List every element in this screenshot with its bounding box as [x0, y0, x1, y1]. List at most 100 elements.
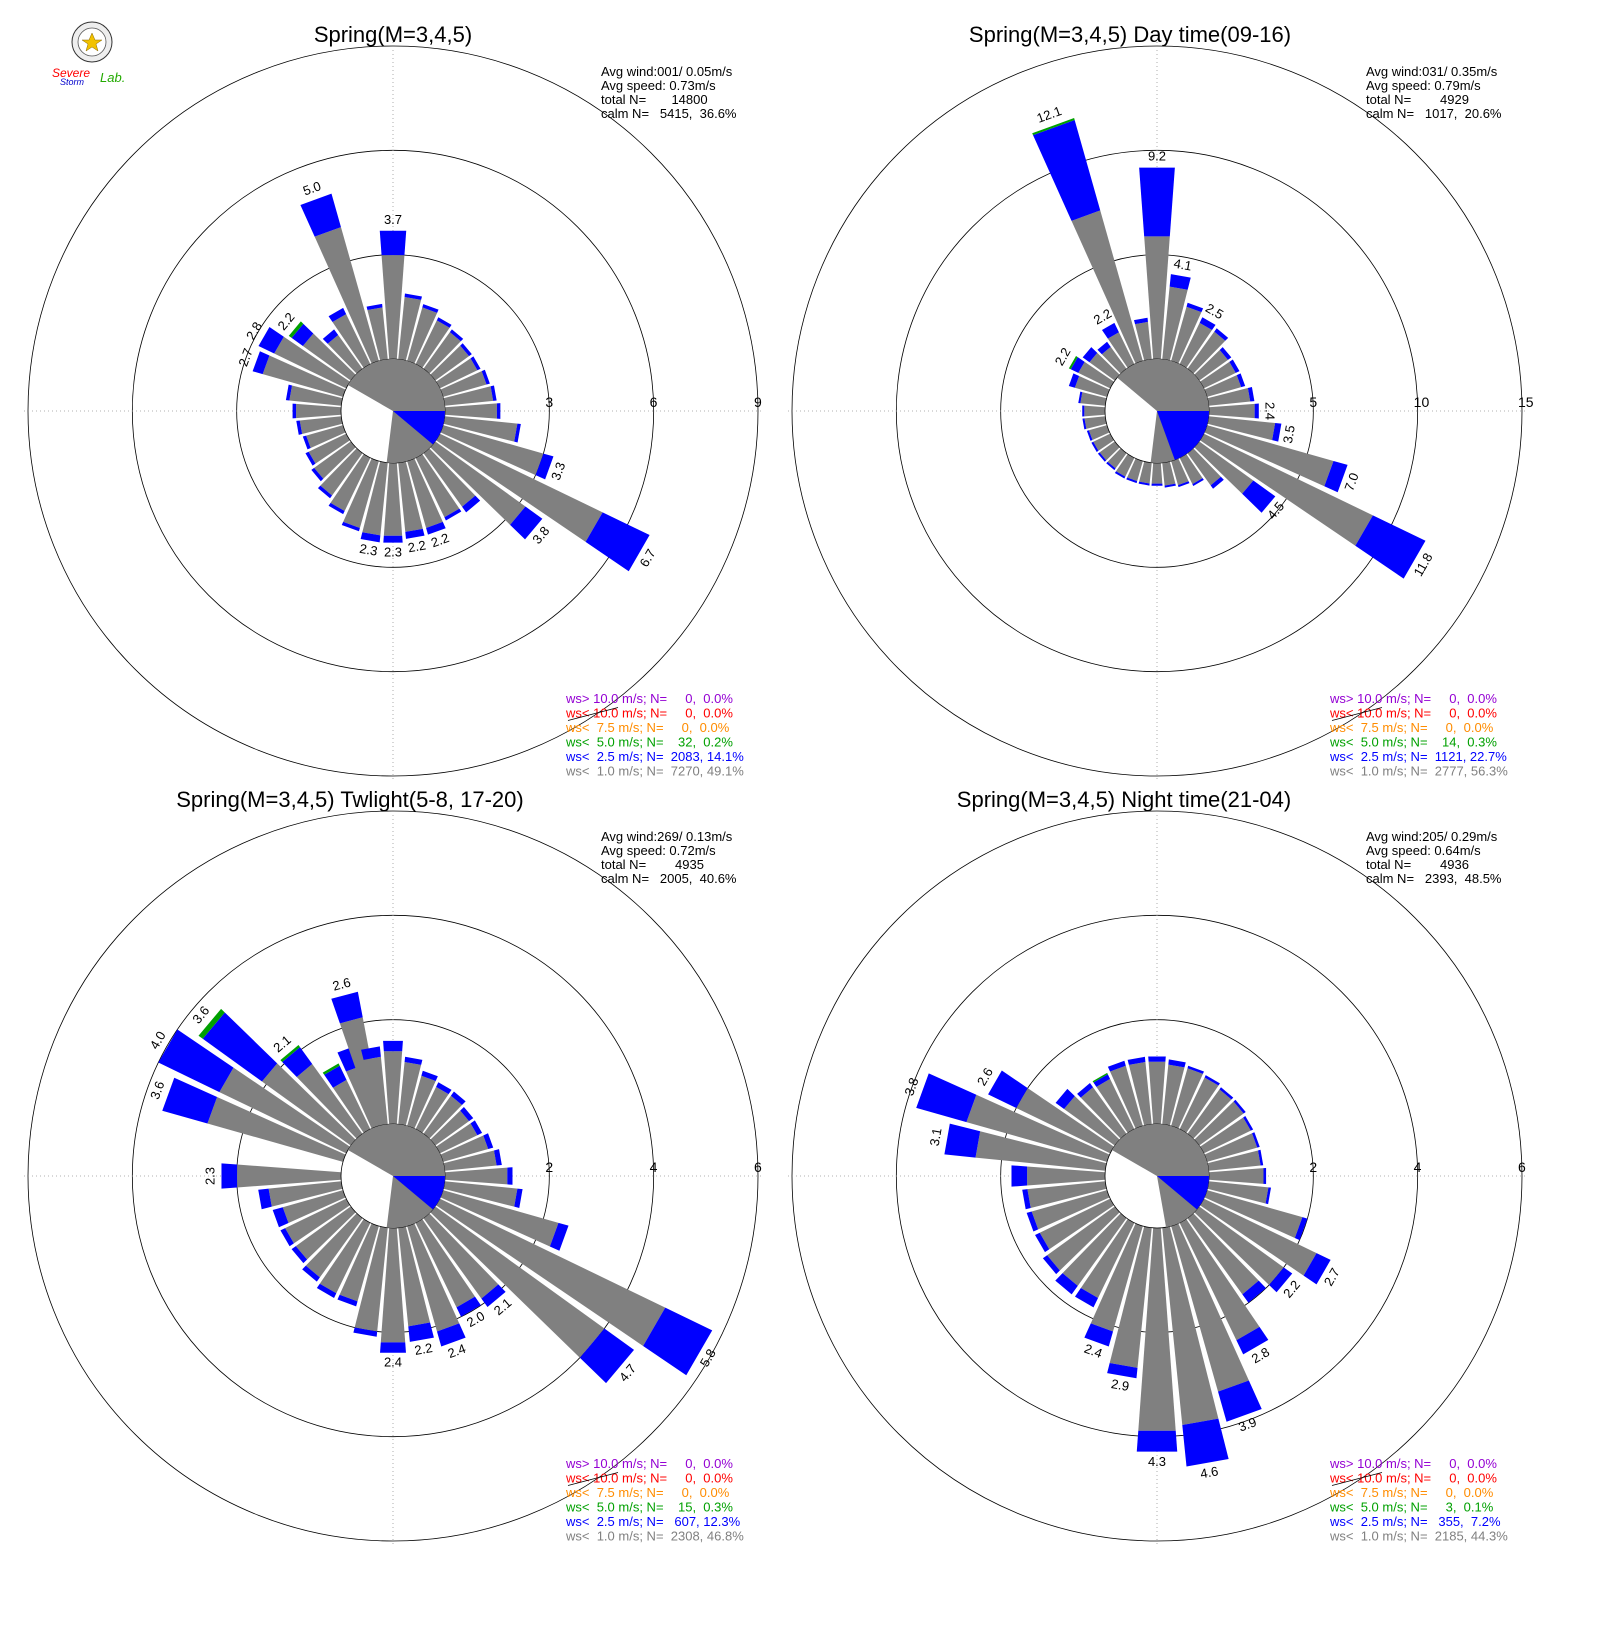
bar-dir-30	[415, 1082, 452, 1133]
bar-segment-lt1	[1200, 361, 1236, 389]
bar-segment-lt1	[1093, 433, 1114, 451]
bar-value-label: 4.6	[1199, 1463, 1219, 1481]
stats-line: calm N= 1017, 20.6%	[1366, 106, 1502, 121]
bar-segment-lt2-5	[535, 453, 554, 480]
legend-entry-ws_lt_10: ws< 10.0 m/s; N= 0, 0.0%	[1329, 1471, 1497, 1486]
bar-segment-lt1	[343, 458, 379, 528]
bar-segment-lt1	[975, 1131, 1107, 1171]
bar-segment-lt1	[308, 433, 350, 464]
bar-segment-lt2-5	[436, 1323, 466, 1347]
bar-segment-lt5	[1068, 355, 1078, 370]
bar-dir-220	[317, 448, 363, 499]
bar-segment-lt2-5	[1218, 1380, 1262, 1422]
bar-segment-lt2-5	[1091, 441, 1099, 452]
bar-segment-lt5	[1032, 118, 1075, 136]
bar-segment-lt2-5	[291, 1246, 308, 1264]
bar-segment-lt1	[440, 425, 544, 476]
legend-entry-ws_lt_1: ws< 1.0 m/s; N= 7270, 49.1%	[565, 764, 744, 779]
bar-segment-lt1	[1090, 1223, 1143, 1332]
bar-segment-lt1	[282, 1190, 346, 1223]
bar-segment-lt1	[1148, 1061, 1166, 1125]
bar-segment-lt2-5	[302, 435, 311, 450]
bar-segment-lt1	[407, 1223, 460, 1332]
bar-segment-lt2-5	[1148, 1056, 1166, 1062]
bar-dir-0: 3.7	[379, 212, 407, 360]
stats-line: Avg wind:031/ 0.35m/s	[1366, 64, 1498, 79]
bar-segment-lt1	[1135, 321, 1152, 361]
legend-strike-line	[567, 1472, 619, 1486]
bar-segment-lt2-5	[1272, 423, 1282, 442]
bar-dir-330	[1092, 1072, 1135, 1133]
bar-segment-lt1	[299, 416, 343, 434]
bar-dir-320	[1097, 341, 1127, 374]
stats-line: Avg speed: 0.64m/s	[1366, 843, 1481, 858]
bar-segment-lt1	[415, 1086, 449, 1133]
bar-segment-lt2-5	[1187, 1065, 1204, 1074]
bar-dir-180: 2.3	[383, 462, 403, 559]
bar-segment-lt1	[332, 1079, 371, 1133]
bar-dir-310	[1082, 347, 1120, 381]
bar-dir-260	[1022, 1181, 1107, 1210]
bar-segment-lt1	[354, 1226, 388, 1332]
legend-entry-ws_gt_10: ws> 10.0 m/s; N= 0, 0.0%	[1329, 1456, 1497, 1471]
bar-segment-lt1	[398, 461, 423, 532]
bar-segment-lt2-5	[1055, 1088, 1075, 1109]
bar-dir-180	[1151, 462, 1163, 486]
bar-value-label: 9.2	[1148, 148, 1166, 163]
bar-segment-lt1	[1194, 1101, 1244, 1146]
bar-segment-lt1	[1027, 1181, 1107, 1208]
bar-segment-lt1	[1088, 425, 1110, 441]
bar-segment-lt1	[1089, 352, 1120, 381]
bar-dir-170: 2.2	[398, 1226, 434, 1358]
bar-value-label: 2.8	[243, 319, 265, 342]
bar-segment-lt2-5	[380, 1342, 406, 1353]
bar-segment-lt1	[1074, 375, 1110, 397]
bar-segment-lt1	[1128, 1061, 1152, 1126]
bar-segment-lt2-5	[383, 535, 403, 543]
ring-tick-label: 2	[545, 1159, 553, 1175]
bar-segment-lt1	[320, 448, 363, 496]
bar-dir-290	[1068, 373, 1110, 397]
bar-segment-lt1	[1080, 392, 1107, 406]
bar-segment-lt2-5	[1186, 302, 1204, 313]
bar-segment-lt1	[1187, 331, 1226, 374]
legend-entry-ws_lt_1: ws< 1.0 m/s; N= 2185, 44.3%	[1329, 1529, 1508, 1544]
bar-dir-10	[398, 293, 422, 361]
bar-dir-190: 2.9	[1107, 1226, 1152, 1394]
bar-segment-lt2-5	[1022, 1189, 1031, 1210]
bar-segment-lt1	[1078, 361, 1114, 389]
bar-segment-lt2-5	[1082, 347, 1098, 363]
bar-value-label: 2.2	[1052, 345, 1074, 368]
bar-segment-lt2-5	[436, 1082, 452, 1095]
bar-segment-lt2-5	[282, 1047, 313, 1078]
bar-dir-260	[1082, 416, 1107, 430]
bar-dir-250	[302, 425, 346, 450]
bar-dir-210	[328, 454, 371, 515]
bar-segment-lt2-5	[470, 1120, 483, 1136]
bar-dir-80	[443, 385, 497, 406]
stats-line: Avg wind:001/ 0.05m/s	[601, 64, 733, 79]
bar-dir-340	[1107, 1060, 1143, 1129]
bar-segment-lt2-5	[460, 343, 472, 357]
bar-segment-lt1	[1207, 416, 1276, 441]
bar-segment-lt2-5	[585, 512, 650, 572]
bar-dir-110: 7.0	[1204, 425, 1362, 493]
bar-segment-lt2-5	[162, 1077, 218, 1124]
bar-dir-50	[1194, 347, 1232, 381]
bar-dir-0	[383, 1040, 403, 1125]
bar-dir-240	[1091, 433, 1114, 452]
bar-segment-lt2-5	[481, 369, 490, 385]
bar-segment-lt2-5	[1093, 1074, 1111, 1087]
bar-segment-lt2-5	[444, 508, 462, 521]
bar-segment-lt2-5	[258, 327, 284, 354]
bar-segment-lt5	[280, 1044, 301, 1063]
bar-dir-240	[1035, 1198, 1114, 1253]
bar-segment-lt1	[440, 371, 487, 397]
bar-segment-lt1	[305, 1213, 363, 1278]
bar-segment-lt5	[198, 1008, 225, 1039]
bar-segment-lt1	[1207, 388, 1251, 406]
bar-dir-120: 11.8	[1200, 433, 1436, 579]
bar-dir-240	[280, 1198, 350, 1247]
bar-dir-40	[423, 1091, 466, 1139]
